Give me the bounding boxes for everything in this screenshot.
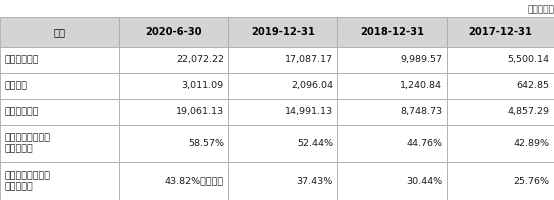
Bar xyxy=(228,47,337,73)
Text: 应收账款净额: 应收账款净额 xyxy=(4,107,39,116)
Bar xyxy=(337,17,447,47)
Text: 项目: 项目 xyxy=(54,27,65,37)
Bar xyxy=(228,17,337,47)
Text: 17,087.17: 17,087.17 xyxy=(285,55,333,64)
Bar xyxy=(337,73,447,99)
Bar xyxy=(228,125,337,162)
Bar xyxy=(228,99,337,125)
Bar xyxy=(119,47,228,73)
Bar xyxy=(0,73,119,99)
Text: 应收账款净额占流
动资产比重: 应收账款净额占流 动资产比重 xyxy=(4,133,50,154)
Text: 44.76%: 44.76% xyxy=(406,139,442,148)
Text: 43.82%（年化）: 43.82%（年化） xyxy=(165,177,224,186)
Bar xyxy=(447,162,554,200)
Text: 4,857.29: 4,857.29 xyxy=(507,107,550,116)
Bar xyxy=(0,162,119,200)
Bar xyxy=(0,99,119,125)
Text: 5,500.14: 5,500.14 xyxy=(507,55,550,64)
Bar xyxy=(337,162,447,200)
Text: 2019-12-31: 2019-12-31 xyxy=(251,27,315,37)
Text: 22,072.22: 22,072.22 xyxy=(176,55,224,64)
Bar xyxy=(0,125,119,162)
Text: 2,096.04: 2,096.04 xyxy=(291,81,333,90)
Text: 52.44%: 52.44% xyxy=(297,139,333,148)
Bar xyxy=(0,17,119,47)
Text: 42.89%: 42.89% xyxy=(514,139,550,148)
Text: 1,240.84: 1,240.84 xyxy=(400,81,442,90)
Text: 应收账款净额占营
业收入比重: 应收账款净额占营 业收入比重 xyxy=(4,171,50,191)
Bar xyxy=(337,47,447,73)
Text: 19,061.13: 19,061.13 xyxy=(176,107,224,116)
Bar xyxy=(447,47,554,73)
Text: 25.76%: 25.76% xyxy=(514,177,550,186)
Text: 642.85: 642.85 xyxy=(516,81,550,90)
Bar xyxy=(447,99,554,125)
Bar xyxy=(0,47,119,73)
Text: 应收账款余额: 应收账款余额 xyxy=(4,55,39,64)
Bar xyxy=(119,125,228,162)
Bar xyxy=(119,17,228,47)
Bar xyxy=(119,99,228,125)
Text: 坏账准备: 坏账准备 xyxy=(4,81,28,90)
Text: 2020-6-30: 2020-6-30 xyxy=(146,27,202,37)
Bar xyxy=(228,73,337,99)
Bar xyxy=(119,162,228,200)
Text: 2018-12-31: 2018-12-31 xyxy=(360,27,424,37)
Bar xyxy=(447,17,554,47)
Text: 30.44%: 30.44% xyxy=(406,177,442,186)
Text: 3,011.09: 3,011.09 xyxy=(182,81,224,90)
Text: 9,989.57: 9,989.57 xyxy=(400,55,442,64)
Text: 58.57%: 58.57% xyxy=(188,139,224,148)
Bar xyxy=(447,73,554,99)
Text: 2017-12-31: 2017-12-31 xyxy=(468,27,532,37)
Text: 单位：万元: 单位：万元 xyxy=(527,5,554,14)
Bar xyxy=(337,125,447,162)
Bar xyxy=(228,162,337,200)
Text: 37.43%: 37.43% xyxy=(297,177,333,186)
Bar xyxy=(447,125,554,162)
Bar xyxy=(337,99,447,125)
Text: 14,991.13: 14,991.13 xyxy=(285,107,333,116)
Text: 8,748.73: 8,748.73 xyxy=(400,107,442,116)
Bar xyxy=(119,73,228,99)
